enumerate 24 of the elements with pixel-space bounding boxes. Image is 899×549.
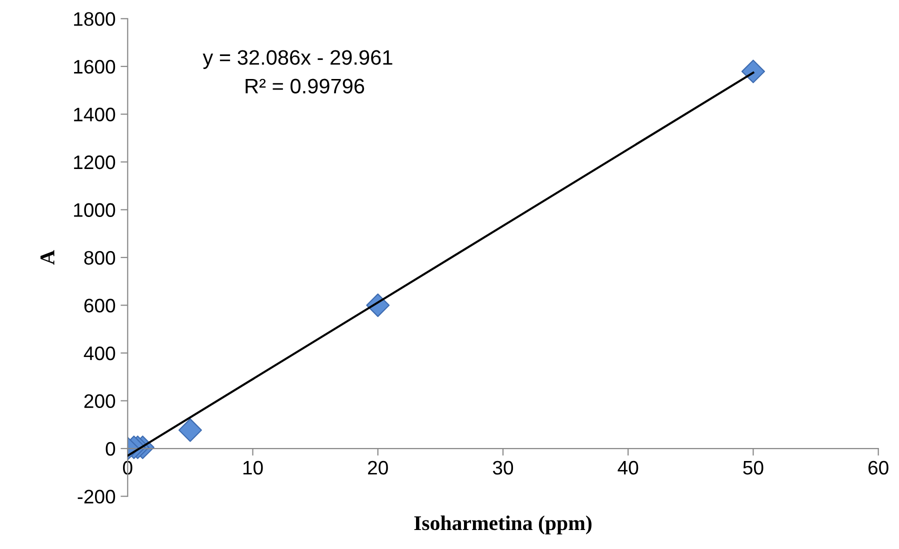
annotation: R² = 0.99796 (246, 78, 364, 94)
x-tick-label: 60 (868, 460, 888, 475)
x-tick-label: 40 (618, 460, 638, 475)
y-axis-title: A (40, 250, 54, 265)
x-tick-label: 30 (492, 460, 514, 475)
point (178, 418, 202, 442)
y-tick-label: -200 (78, 490, 116, 504)
y-tick-label: 800 (84, 250, 116, 265)
x-tick-label: 20 (368, 460, 388, 475)
x-axis-title: Isoharmetina (ppm) (414, 516, 592, 534)
x-tick-label: 0 (123, 460, 132, 475)
y-tick-label: 1600 (74, 60, 116, 74)
x-tick-label: 10 (243, 460, 263, 475)
y-tick-label: 400 (84, 346, 116, 360)
y-tick-label: 1200 (74, 155, 116, 170)
y-tick-label: 1000 (74, 203, 116, 217)
y-tick-label: 0 (106, 442, 116, 456)
y-tick-label: 1800 (74, 12, 116, 26)
y-tick-label: 200 (84, 394, 116, 408)
y-tick-label: 1400 (74, 108, 116, 122)
point (741, 60, 765, 84)
annotation: y = 32.086x - 29.961 (202, 50, 392, 69)
x-tick-label: 50 (743, 460, 764, 475)
y-tick-label: 600 (84, 298, 116, 312)
